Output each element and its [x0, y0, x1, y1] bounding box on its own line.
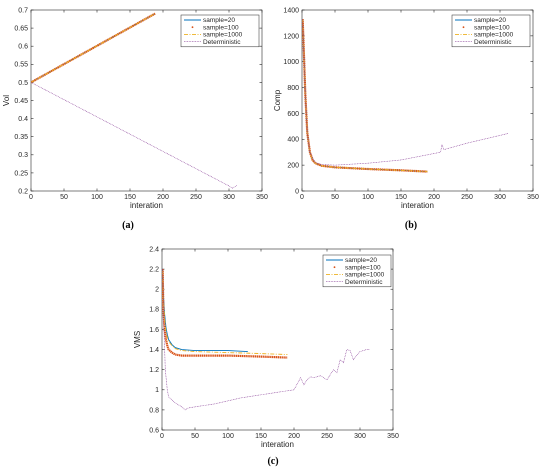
series-group — [162, 269, 370, 411]
y-tick-label: 0.7 — [18, 7, 28, 14]
y-tick-label: 200 — [287, 163, 299, 170]
y-tick-label: 0.2 — [18, 188, 28, 195]
x-tick-label: 350 — [256, 194, 268, 201]
y-tick-label: 0.45 — [14, 98, 28, 105]
y-tick-label: 0.3 — [18, 152, 28, 159]
x-axis-label: interation — [401, 201, 434, 210]
x-tick-label: 0 — [160, 433, 164, 440]
y-tick-label: 2.2 — [149, 267, 159, 274]
y-axis-label: Vol — [2, 95, 11, 106]
x-tick-label: 300 — [494, 194, 506, 201]
y-tick-label: 1.4 — [149, 347, 159, 354]
y-tick-label: 2.4 — [149, 246, 159, 253]
x-tick-label: 150 — [124, 194, 136, 201]
series-line-sample-100 — [302, 19, 428, 173]
y-tick-label: 0.4 — [18, 116, 28, 123]
legend-entry: sample=20 — [474, 17, 506, 24]
series-line-sample-1000 — [31, 13, 156, 83]
x-tick-label: 200 — [157, 194, 169, 201]
series-line-sample-1000 — [162, 271, 288, 356]
legend-entry: Deterministic — [345, 279, 383, 286]
x-tick-label: 250 — [190, 194, 202, 201]
y-tick-label: 800 — [287, 85, 299, 92]
y-tick-label: 1400 — [283, 7, 299, 14]
y-tick-label: 0.5 — [18, 80, 28, 87]
legend-entry: sample=100 — [345, 264, 381, 271]
x-tick-label: 100 — [91, 194, 103, 201]
x-tick-label: 100 — [362, 194, 374, 201]
legend-swatch — [462, 26, 465, 29]
y-tick-label: 1 — [155, 387, 159, 394]
series-line-deterministic — [302, 19, 508, 166]
y-tick-label: 400 — [287, 137, 299, 144]
series-line-deterministic — [162, 269, 370, 411]
legend-entry: sample=20 — [203, 17, 235, 24]
chart-panel-3: 0 50 100 150 200 250 300 350 0.6 0.8 1 1.2 1.4 1.6 1.8… — [133, 246, 399, 467]
x-tick-label: 150 — [395, 194, 407, 201]
y-tick-label: 1000 — [283, 59, 299, 66]
legend-entry: sample=1000 — [345, 272, 385, 279]
legend-entry: Deterministic — [203, 39, 241, 46]
y-tick-label: 0.6 — [18, 44, 28, 51]
panel-label: (a) — [122, 220, 134, 231]
y-tick-label: 0.6 — [149, 427, 159, 434]
y-tick-label: 0.55 — [14, 62, 28, 69]
legend: sample=20sample=100sample=1000Determinis… — [180, 14, 260, 48]
x-tick-label: 300 — [223, 194, 235, 201]
panel-label: (b) — [405, 220, 417, 231]
x-tick-label: 200 — [288, 433, 300, 440]
x-tick-label: 0 — [29, 194, 33, 201]
legend-entry: Deterministic — [474, 39, 512, 46]
y-tick-label: 0.8 — [149, 407, 159, 414]
y-axis-label: Comp — [273, 89, 282, 111]
legend-entry: sample=1000 — [474, 32, 514, 39]
x-tick-label: 250 — [321, 433, 333, 440]
legend-swatch — [333, 266, 336, 269]
x-axis-label: interation — [261, 440, 294, 449]
x-tick-label: 50 — [60, 194, 68, 201]
y-tick-label: 0.65 — [14, 26, 28, 33]
legend: sample=20sample=100sample=1000Determinis… — [451, 14, 531, 48]
x-tick-label: 50 — [331, 194, 339, 201]
legend-entry: sample=100 — [203, 24, 239, 31]
y-tick-label: 0 — [295, 188, 299, 195]
x-tick-label: 0 — [300, 194, 304, 201]
y-tick-label: 0.35 — [14, 134, 28, 141]
chart-panel-2: 0 50 100 150 200 250 300 350 0 200 400 600 800 1000 12… — [273, 7, 539, 231]
legend-entry: sample=100 — [474, 24, 510, 31]
y-tick-label: 1.2 — [149, 367, 159, 374]
x-tick-label: 350 — [527, 194, 539, 201]
x-axis-label: interation — [130, 201, 163, 210]
y-axis-label: VMS — [133, 331, 142, 348]
series-group — [31, 12, 238, 189]
legend: sample=20sample=100sample=1000Determinis… — [322, 254, 392, 288]
panel-label: (c) — [267, 456, 278, 467]
y-tick-label: 1.6 — [149, 327, 159, 334]
series-group — [302, 19, 508, 173]
legend-entry: sample=1000 — [203, 32, 243, 39]
x-tick-label: 350 — [387, 433, 399, 440]
x-tick-label: 150 — [255, 433, 267, 440]
x-tick-label: 200 — [428, 194, 440, 201]
x-tick-label: 100 — [222, 433, 234, 440]
x-tick-label: 250 — [461, 194, 473, 201]
chart-panel-1: 0 50 100 150 200 250 300 350 0.2 0.25 0.3 0.35 0.4 0.… — [2, 7, 268, 231]
y-tick-label: 0.25 — [14, 170, 28, 177]
y-tick-label: 1200 — [283, 33, 299, 40]
y-tick-label: 1.8 — [149, 307, 159, 314]
legend-swatch — [191, 26, 194, 29]
x-tick-label: 50 — [191, 433, 199, 440]
legend-entry: sample=20 — [345, 257, 377, 264]
y-tick-label: 2 — [155, 287, 159, 294]
x-tick-label: 300 — [354, 433, 366, 440]
y-tick-label: 600 — [287, 111, 299, 118]
